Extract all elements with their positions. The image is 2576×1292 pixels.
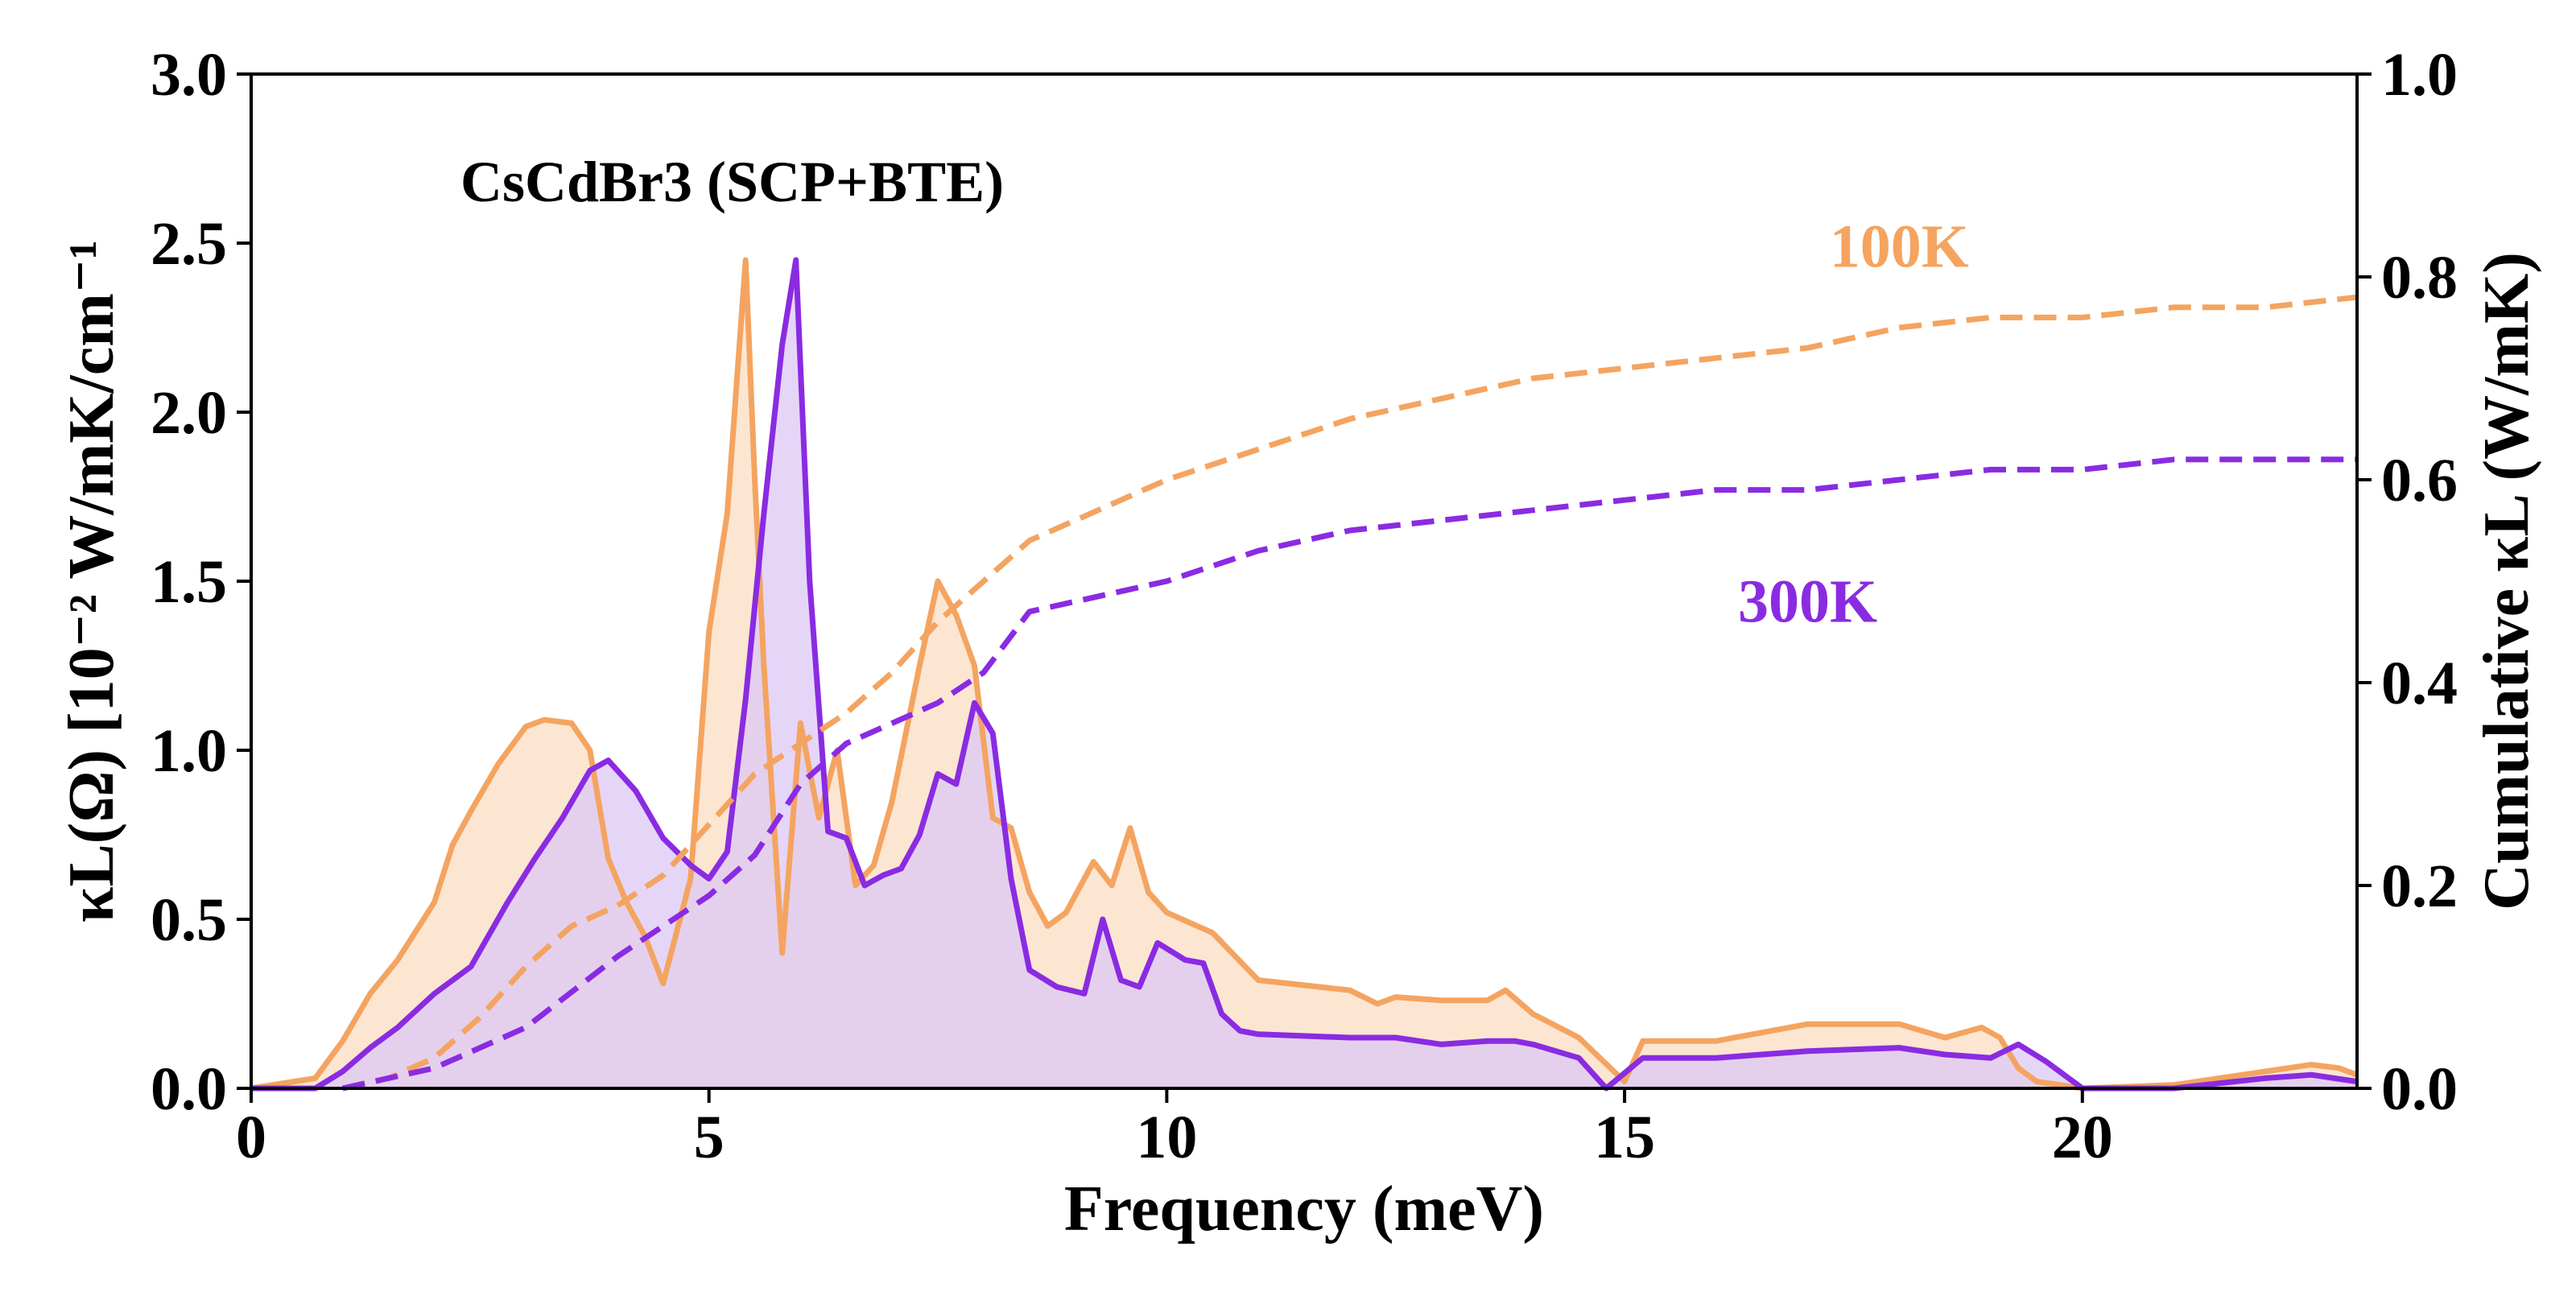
x-tick-label: 0	[236, 1104, 266, 1171]
x-tick-label: 10	[1136, 1104, 1197, 1171]
y-right-axis-title: Cumulative κL (W/mK)	[2471, 252, 2542, 910]
annotation-300k: 300K	[1738, 568, 1877, 635]
y-left-tick-label: 0.0	[151, 1055, 227, 1123]
x-tick-label: 5	[694, 1104, 724, 1171]
y-right-tick-label: 1.0	[2381, 41, 2458, 109]
y-right-tick-label: 0.8	[2381, 244, 2458, 312]
annotation-100k: 100K	[1830, 213, 1969, 280]
y-right-tick-label: 0.4	[2381, 650, 2458, 717]
x-tick-label: 20	[2052, 1104, 2113, 1171]
chart-title: CsCdBr3 (SCP+BTE)	[460, 150, 1004, 214]
cumulative-line-100k	[341, 294, 2358, 1092]
x-tick-label: 15	[1594, 1104, 1655, 1171]
y-right-tick-label: 0.0	[2381, 1055, 2458, 1123]
spectrum-line-300k	[251, 257, 2358, 1092]
plot-frame	[250, 72, 2359, 1090]
y-left-tick-label: 1.5	[151, 548, 227, 616]
y-left-tick-label: 0.5	[151, 886, 227, 954]
axis-ticks: 0 5 10 15 20 0.0 0.5 1.0 1.5 2.0 2.5 3.0 0.0 0.2 0.4 0.…	[151, 41, 2458, 1171]
y-left-tick-label: 1.0	[151, 717, 227, 785]
y-left-tick-label: 2.5	[151, 210, 227, 278]
y-left-axis-title: κL(Ω) [10⁻² W/mK/cm⁻¹	[56, 240, 127, 923]
area-fill-300k-1	[251, 260, 2357, 1088]
x-axis-title: Frequency (meV)	[1064, 1174, 1544, 1245]
y-left-tick-label: 3.0	[151, 41, 227, 109]
y-left-tick-label: 2.0	[151, 379, 227, 447]
series-lines	[250, 257, 2359, 1092]
y-right-tick-label: 0.2	[2381, 852, 2458, 920]
area-fills	[251, 260, 2357, 1088]
cumulative-line-300k	[341, 456, 2357, 1092]
y-right-tick-label: 0.6	[2381, 447, 2458, 514]
